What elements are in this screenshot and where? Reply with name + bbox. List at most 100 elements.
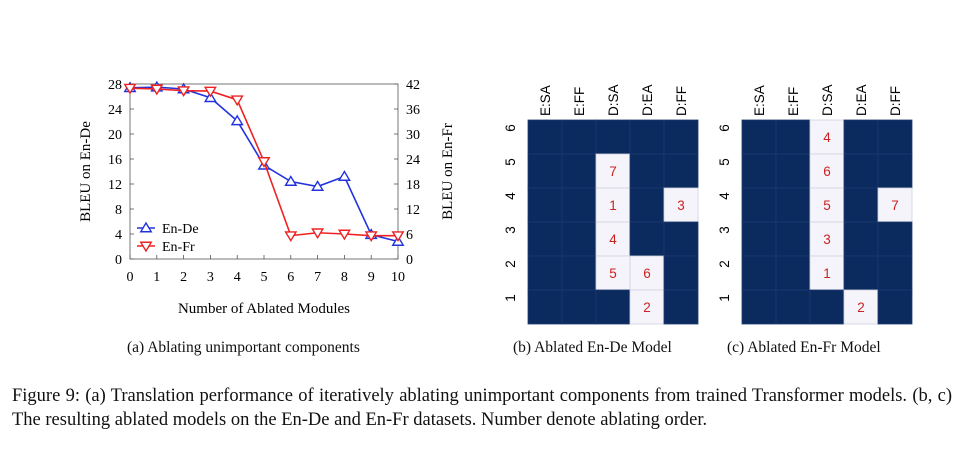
kept-cell <box>775 119 811 155</box>
legend-label-en-fr: En-Fr <box>162 240 195 255</box>
kept-cell <box>663 255 699 291</box>
heatmap-en-fr: E:SA E:FF D:SA D:EA D:FF 6 4 5 6 4 5 7 3 3 2 1 1 2 <box>717 84 913 325</box>
x-axis-label: Number of Ablated Modules <box>178 301 350 317</box>
kept-cell <box>741 153 777 189</box>
x-tick-label: 2 <box>180 270 187 285</box>
y-tick-label-left: 8 <box>115 203 122 218</box>
ablated-cell <box>809 119 845 155</box>
data-point-en-de <box>284 175 298 186</box>
kept-cell <box>775 255 811 291</box>
y-tick-label-right: 12 <box>406 203 420 218</box>
ablated-cell <box>809 255 845 291</box>
ablation-order-label: 2 <box>643 300 651 315</box>
subcaption-a: (a) Ablating unimportant components <box>127 339 360 356</box>
kept-cell <box>809 289 845 325</box>
kept-cell <box>561 289 597 325</box>
column-label: D:EA <box>854 84 869 116</box>
data-point-en-fr <box>337 229 351 241</box>
y-tick-label-right: 0 <box>406 253 413 268</box>
data-point-en-de <box>311 180 325 191</box>
figure-caption: Figure 9: (a) Translation performance of… <box>12 386 952 430</box>
ablated-cell <box>809 187 845 223</box>
x-tick-label: 10 <box>391 270 405 285</box>
data-point-en-fr <box>150 84 164 96</box>
column-label: E:SA <box>752 85 767 116</box>
ablation-order-label: 5 <box>609 266 617 281</box>
kept-cell <box>741 289 777 325</box>
ablation-order-label: 3 <box>823 232 831 247</box>
y-tick-label-right: 6 <box>406 228 413 243</box>
data-point-en-de <box>230 114 244 126</box>
ablation-order-label: 4 <box>823 130 831 145</box>
data-point-en-de <box>337 170 351 181</box>
y-axis-label-right: BLEU on En-Fr <box>440 123 456 220</box>
kept-cell <box>775 289 811 325</box>
ablated-cell <box>663 187 699 223</box>
subcaption-c: (c) Ablated En-Fr Model <box>727 339 881 356</box>
kept-cell <box>843 255 879 291</box>
y-tick-label-left: 4 <box>115 228 122 243</box>
x-tick-label: 7 <box>314 270 321 285</box>
column-label: E:SA <box>538 85 553 116</box>
y-tick-label-left: 0 <box>115 253 122 268</box>
y-tick-label-left: 28 <box>108 78 122 93</box>
kept-cell <box>877 289 913 325</box>
kept-cell <box>775 153 811 189</box>
kept-cell <box>663 119 699 155</box>
y-tick-label-right: 18 <box>406 178 420 193</box>
data-point-en-fr <box>364 231 378 243</box>
subcaption-b: (b) Ablated En-De Model <box>513 339 672 356</box>
kept-cell <box>663 221 699 257</box>
ablation-order-label: 7 <box>609 164 617 179</box>
ablated-cell <box>843 289 879 325</box>
ablation-order-label: 1 <box>823 266 831 281</box>
row-label: 5 <box>503 158 518 166</box>
data-point-en-fr <box>123 83 137 95</box>
kept-cell <box>527 153 563 189</box>
row-label: 6 <box>717 124 732 132</box>
y-tick-label-left: 20 <box>108 128 122 143</box>
kept-cell <box>741 119 777 155</box>
x-tick-label: 3 <box>207 270 214 285</box>
kept-cell <box>629 221 665 257</box>
x-tick-label: 1 <box>153 270 160 285</box>
column-label: D:FF <box>674 86 689 116</box>
y-tick-label-left: 24 <box>108 103 122 118</box>
row-label: 3 <box>717 226 732 234</box>
ablated-cell <box>877 187 913 223</box>
ablated-cell <box>595 187 631 223</box>
data-point-en-fr <box>177 86 191 98</box>
row-label: 1 <box>503 294 518 302</box>
ablated-cell <box>629 289 665 325</box>
row-label: 4 <box>503 192 518 200</box>
kept-cell <box>877 221 913 257</box>
data-point-en-fr <box>230 95 244 107</box>
y-tick-label-left: 12 <box>108 178 122 193</box>
column-label: D:EA <box>640 84 655 116</box>
kept-cell <box>595 289 631 325</box>
kept-cell <box>741 221 777 257</box>
ablation-order-label: 1 <box>609 198 617 213</box>
data-point-en-fr <box>203 86 217 98</box>
x-tick-label: 9 <box>368 270 375 285</box>
ablated-cell <box>629 255 665 291</box>
data-point-en-fr <box>284 231 298 243</box>
y-tick-label-right: 36 <box>406 103 420 118</box>
kept-cell <box>629 153 665 189</box>
heatmap-en-de: E:SA E:FF D:SA D:EA D:FF 6 5 7 4 1 3 3 4 2 5 6 1 2 <box>503 84 699 325</box>
data-point-en-fr <box>391 231 405 243</box>
ablation-order-label: 3 <box>677 198 685 213</box>
x-tick-label: 4 <box>234 270 241 285</box>
row-label: 3 <box>503 226 518 234</box>
data-point-en-fr <box>257 157 271 168</box>
column-label: D:SA <box>606 84 621 116</box>
kept-cell <box>629 119 665 155</box>
line-chart: 0 1 2 3 4 5 6 7 8 9 10048121620242806121824303642N… <box>78 78 456 317</box>
column-label: E:FF <box>572 87 587 116</box>
row-label: 6 <box>503 124 518 132</box>
y-tick-label-left: 16 <box>108 153 122 168</box>
kept-cell <box>561 255 597 291</box>
kept-cell <box>663 153 699 189</box>
ablated-cell <box>595 255 631 291</box>
kept-cell <box>877 153 913 189</box>
